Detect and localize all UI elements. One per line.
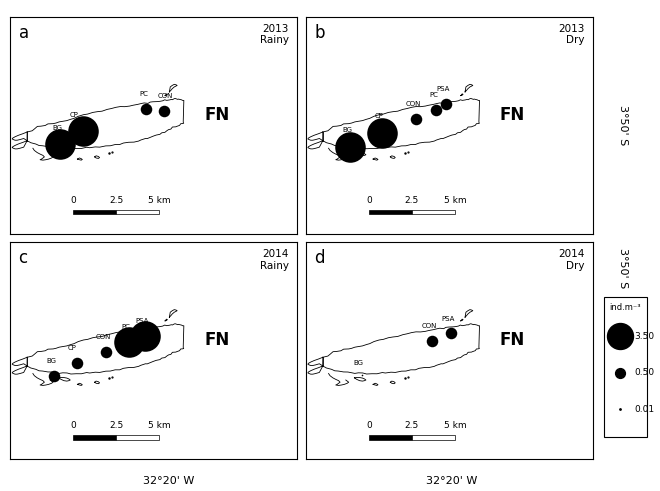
Bar <box>412 210 455 214</box>
Point <box>140 332 150 340</box>
Text: 3°50' S: 3°50' S <box>618 248 628 289</box>
Point <box>124 338 135 346</box>
Text: 0.50: 0.50 <box>635 368 655 377</box>
Text: 5 km: 5 km <box>444 421 467 431</box>
Text: CP: CP <box>67 345 76 351</box>
Text: 2.5: 2.5 <box>109 421 123 431</box>
Text: PSA: PSA <box>135 318 148 324</box>
Point <box>101 348 112 356</box>
Point <box>55 140 65 148</box>
Point <box>49 372 59 380</box>
Text: BG: BG <box>52 125 62 131</box>
Text: FN: FN <box>204 106 230 124</box>
Text: BG: BG <box>47 358 57 364</box>
Bar <box>116 210 159 214</box>
Text: 2.5: 2.5 <box>109 196 123 205</box>
Point <box>446 329 456 337</box>
Text: 2013
Rainy: 2013 Rainy <box>259 24 288 45</box>
Text: BG: BG <box>354 360 364 366</box>
Point <box>614 332 625 340</box>
Text: CP: CP <box>70 112 79 118</box>
Text: 0.01: 0.01 <box>635 405 655 414</box>
Text: 0: 0 <box>70 196 76 205</box>
Text: d: d <box>314 249 325 267</box>
Text: PC: PC <box>122 324 131 330</box>
Point <box>158 108 169 115</box>
Text: a: a <box>18 24 28 42</box>
Text: 0: 0 <box>366 196 372 205</box>
Text: 0: 0 <box>366 421 372 431</box>
Text: 5 km: 5 km <box>148 421 171 431</box>
Text: 2014
Rainy: 2014 Rainy <box>259 249 288 271</box>
Text: FN: FN <box>204 331 230 349</box>
FancyBboxPatch shape <box>604 297 647 437</box>
Point <box>356 371 367 379</box>
Point <box>78 127 88 135</box>
Text: FN: FN <box>500 331 525 349</box>
Text: 2.5: 2.5 <box>405 196 419 205</box>
Text: 3.50: 3.50 <box>635 331 655 341</box>
Text: c: c <box>18 249 28 267</box>
Point <box>441 100 451 108</box>
Text: 5 km: 5 km <box>148 196 171 205</box>
Point <box>427 337 438 345</box>
Point <box>141 106 152 113</box>
Point <box>614 406 625 413</box>
Text: ind.m⁻³: ind.m⁻³ <box>609 303 641 312</box>
Text: 2013
Dry: 2013 Dry <box>558 24 584 45</box>
Point <box>345 143 355 151</box>
Text: 32°20' W: 32°20' W <box>143 476 194 486</box>
Text: PSA: PSA <box>437 86 450 92</box>
Text: FN: FN <box>500 106 525 124</box>
Text: CP: CP <box>374 113 383 119</box>
Text: 3°50' S: 3°50' S <box>618 106 628 146</box>
Text: 0: 0 <box>70 421 76 431</box>
Bar <box>73 210 116 214</box>
Bar <box>73 435 116 439</box>
Text: b: b <box>314 24 325 42</box>
Text: CON: CON <box>406 101 421 107</box>
Bar <box>369 210 412 214</box>
Bar <box>369 435 412 439</box>
Text: 2.5: 2.5 <box>405 421 419 431</box>
Text: BG: BG <box>343 127 352 133</box>
Text: 32°20' W: 32°20' W <box>426 476 478 486</box>
Text: CON: CON <box>157 93 173 100</box>
Point <box>614 369 625 377</box>
Text: CON: CON <box>422 323 437 329</box>
Text: 5 km: 5 km <box>444 196 467 205</box>
Text: 2014
Dry: 2014 Dry <box>558 249 584 271</box>
Bar <box>116 435 159 439</box>
Point <box>72 359 82 367</box>
Text: PC: PC <box>429 92 438 98</box>
Text: CON: CON <box>96 334 111 340</box>
Point <box>411 115 422 123</box>
Point <box>376 129 387 137</box>
Point <box>431 107 442 114</box>
Text: PC: PC <box>139 91 148 97</box>
Text: PSA: PSA <box>441 316 455 322</box>
Bar <box>412 435 455 439</box>
